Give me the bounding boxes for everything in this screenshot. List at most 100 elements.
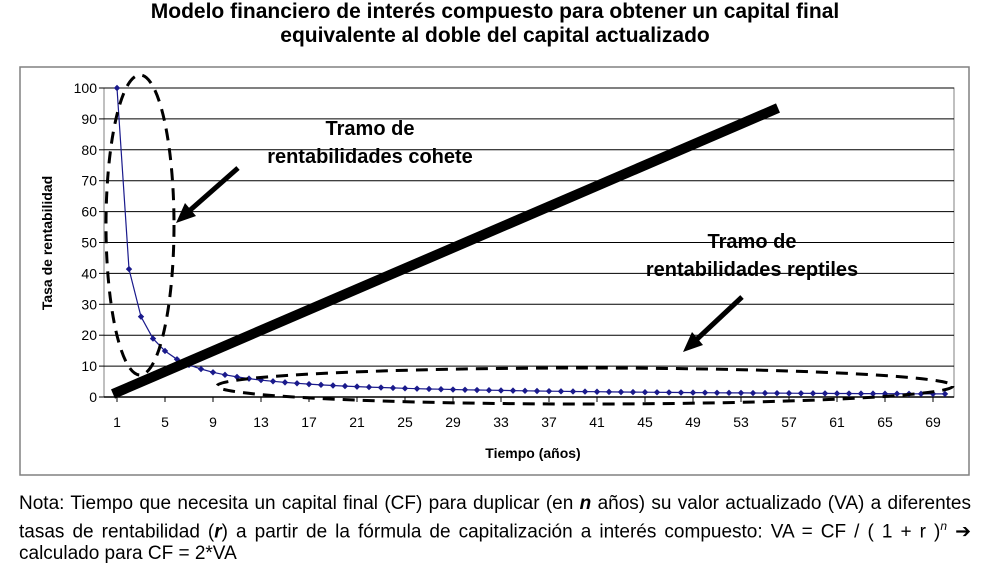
data-point — [773, 389, 781, 397]
note: Nota: Tiempo que necesita un capital fin… — [19, 493, 971, 565]
data-point — [617, 388, 625, 396]
y-tick-label: 80 — [81, 142, 97, 158]
trend-line — [111, 103, 780, 399]
data-point — [701, 389, 709, 396]
x-tick-label: 33 — [493, 414, 509, 430]
note-r: r — [214, 521, 222, 543]
y-tick-label: 20 — [81, 327, 97, 343]
data-point — [269, 378, 277, 385]
x-tick-label: 5 — [161, 414, 169, 430]
data-point — [749, 389, 757, 397]
x-tick-label: 1 — [113, 414, 121, 430]
data-point — [845, 390, 853, 397]
data-point — [665, 389, 673, 396]
reptiles-arrow-head — [683, 332, 703, 352]
data-point — [641, 389, 649, 396]
data-point — [425, 385, 433, 393]
data-point — [161, 347, 169, 355]
data-point — [113, 84, 121, 92]
x-tick-label: 49 — [685, 414, 701, 430]
y-tick-label: 10 — [81, 358, 97, 374]
note-part2: años) su valor actualizado (VA) a difere… — [19, 493, 971, 543]
cohete-label-line2: rentabilidades cohete — [267, 146, 473, 168]
x-tick-label: 45 — [637, 414, 653, 430]
data-point — [797, 390, 805, 397]
data-point — [485, 387, 493, 394]
data-point — [341, 382, 349, 390]
data-point — [473, 386, 481, 394]
y-axis-title: Tasa de rentabilidad — [39, 176, 55, 310]
reptiles-label-line1: Tramo de — [708, 231, 797, 253]
data-point — [713, 389, 721, 396]
y-tick-label: 40 — [81, 265, 97, 281]
data-point — [533, 387, 541, 395]
data-point — [869, 390, 877, 397]
x-tick-label: 13 — [253, 414, 269, 430]
x-tick-label: 17 — [301, 414, 317, 430]
data-point — [209, 369, 217, 376]
reptiles-ellipse — [215, 366, 955, 406]
data-point — [173, 356, 181, 363]
data-point — [377, 384, 385, 391]
data-point — [545, 387, 553, 395]
x-tick-label: 29 — [445, 414, 461, 430]
data-point — [317, 381, 325, 389]
x-tick-label: 41 — [589, 414, 605, 430]
data-point — [569, 388, 577, 395]
note-part3: ) a partir de la fórmula de capitalizaci… — [221, 521, 941, 543]
data-point — [245, 375, 253, 382]
reptiles-label-line2: rentabilidades reptiles — [646, 259, 858, 281]
data-point — [401, 385, 409, 392]
data-point — [821, 390, 829, 397]
series-line — [116, 87, 945, 395]
data-point — [557, 388, 565, 395]
data-point — [677, 389, 685, 396]
data-point — [305, 380, 313, 388]
data-point — [389, 384, 397, 392]
chart-title-line2: equivalente al doble del capital actuali… — [280, 24, 710, 47]
data-point — [149, 335, 157, 342]
data-point — [605, 388, 613, 396]
data-point — [449, 386, 457, 393]
data-point — [197, 365, 205, 373]
data-point — [221, 371, 229, 379]
y-tick-label: 70 — [81, 173, 97, 189]
data-point — [329, 382, 337, 389]
y-tick-label: 50 — [81, 235, 97, 251]
chart-title: Modelo financiero de interés compuesto p… — [0, 0, 990, 48]
y-tick-label: 100 — [74, 80, 98, 96]
y-tick-label: 30 — [81, 296, 97, 312]
y-tick-label: 0 — [89, 389, 97, 405]
x-tick-label: 37 — [541, 414, 557, 430]
x-tick-label: 65 — [877, 414, 893, 430]
y-tick-label: 90 — [81, 111, 97, 127]
reptiles-arrow — [693, 295, 744, 343]
data-point — [125, 265, 133, 273]
data-point — [509, 387, 517, 394]
data-point — [521, 387, 529, 395]
data-point — [941, 390, 949, 398]
data-point — [629, 388, 637, 396]
data-point — [689, 389, 697, 396]
y-tick-label: 60 — [81, 204, 97, 220]
data-point — [413, 385, 421, 392]
x-tick-label: 9 — [209, 414, 217, 430]
note-n: n — [579, 493, 592, 514]
x-tick-label: 25 — [397, 414, 413, 430]
data-point — [857, 390, 865, 397]
chart: 0 10 20 30 40 50 60 70 80 90 100 1 5 9 13 17 21 25 29 33 37… — [19, 66, 970, 476]
data-point — [833, 390, 841, 397]
note-exponent: n — [940, 519, 948, 533]
x-tick-label: 53 — [733, 414, 749, 430]
x-tick-label: 61 — [829, 414, 845, 430]
data-point — [353, 383, 361, 390]
cohete-arrow — [186, 166, 240, 214]
data-point — [593, 388, 601, 395]
data-point — [437, 386, 445, 393]
cohete-arrow-head — [176, 203, 196, 223]
note-part1: Nota: Tiempo que necesita un capital fin… — [19, 493, 580, 514]
cohete-label-line1: Tramo de — [326, 118, 415, 140]
data-point — [281, 379, 289, 386]
x-tick-label: 57 — [781, 414, 797, 430]
data-point — [581, 388, 589, 395]
